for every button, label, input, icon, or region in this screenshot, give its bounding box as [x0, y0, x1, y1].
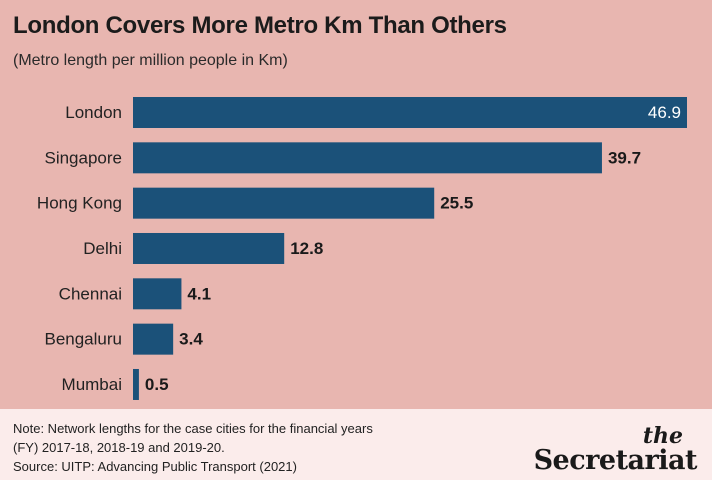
data-label-bengaluru: 3.4 [179, 330, 203, 349]
category-label-mumbai: Mumbai [62, 375, 122, 394]
data-label-chennai: 4.1 [187, 284, 211, 303]
data-label-singapore: 39.7 [608, 148, 641, 167]
category-label-hong-kong: Hong Kong [37, 194, 122, 213]
bar-chennai [133, 278, 182, 310]
category-label-singapore: Singapore [44, 148, 122, 167]
note-line-2: (FY) 2017-18, 2018-19 and 2019-20. [13, 440, 225, 455]
logo-the: the [642, 423, 683, 449]
logo-name: Secretariat [533, 445, 698, 476]
bar-mumbai [133, 368, 139, 400]
chart-title: London Covers More Metro Km Than Others [13, 12, 507, 39]
category-label-london: London [65, 103, 122, 122]
data-label-london: 46.9 [648, 103, 681, 122]
data-label-delhi: 12.8 [290, 239, 323, 258]
footer-note: Note: Network lengths for the case citie… [13, 419, 473, 476]
bar-chart: London 46.9 Singapore 39.7 Hong Kong 25.5 Delh… [37, 97, 687, 400]
source-line: Source: UITP: Advancing Public Transport… [13, 459, 297, 474]
category-label-chennai: Chennai [59, 284, 122, 303]
bar-bengaluru [133, 323, 174, 355]
chart-subtitle: (Metro length per million people in Km) [13, 52, 288, 69]
secretariat-logo: the Secretariat [533, 421, 698, 476]
footer: Note: Network lengths for the case citie… [0, 409, 712, 480]
data-label-hong-kong: 25.5 [440, 194, 473, 213]
bar-hong-kong [133, 187, 435, 219]
bar-singapore [133, 142, 602, 174]
bar-delhi [133, 232, 285, 264]
bar-london [133, 97, 687, 128]
data-label-mumbai: 0.5 [145, 375, 169, 394]
category-label-delhi: Delhi [83, 239, 122, 258]
category-label-bengaluru: Bengaluru [44, 330, 122, 349]
note-line-1: Note: Network lengths for the case citie… [13, 421, 373, 436]
